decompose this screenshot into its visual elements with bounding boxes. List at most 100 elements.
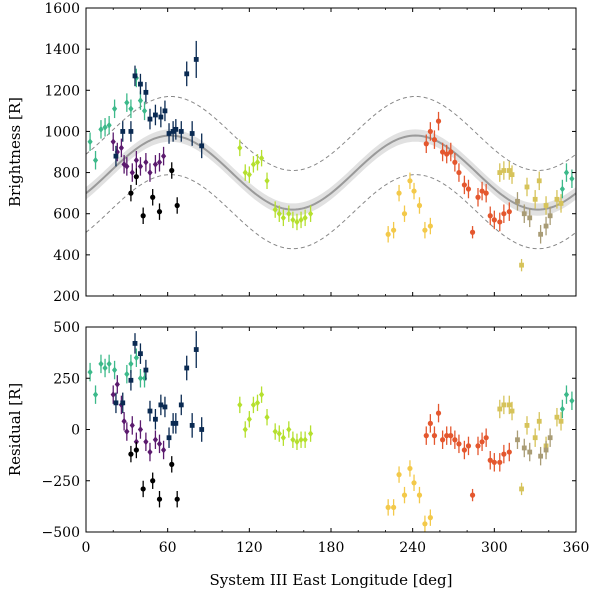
data-point <box>563 169 570 176</box>
data-point <box>497 459 503 465</box>
data-point <box>427 420 433 426</box>
data-point <box>170 129 176 134</box>
data-point <box>444 151 450 157</box>
data-point <box>444 433 450 439</box>
data-point <box>272 428 278 435</box>
data-points <box>87 331 575 532</box>
data-point <box>479 188 485 194</box>
data-point <box>475 194 481 200</box>
data-point <box>497 406 503 412</box>
data-point <box>465 186 472 192</box>
data-point <box>129 422 135 429</box>
data-point <box>448 433 454 439</box>
data-point <box>113 400 119 406</box>
data-point <box>483 435 489 441</box>
data-point <box>519 262 524 268</box>
data-point <box>411 188 417 194</box>
data-point <box>152 160 159 168</box>
data-point <box>166 435 172 441</box>
data-point <box>92 156 99 164</box>
data-point <box>452 437 458 443</box>
data-point <box>178 129 184 134</box>
data-point <box>547 435 553 441</box>
data-point <box>524 184 530 190</box>
data-point <box>569 175 575 183</box>
data-point <box>254 158 261 166</box>
data-point <box>448 149 454 155</box>
data-point <box>162 108 168 114</box>
data-point <box>407 178 413 184</box>
data-point <box>110 138 116 146</box>
data-point <box>113 153 119 159</box>
data-point <box>554 414 560 420</box>
data-point <box>264 413 270 421</box>
data-point <box>487 213 493 219</box>
data-point <box>170 420 176 426</box>
data-point <box>435 410 442 416</box>
y-axis-label: Residual [R] <box>6 383 24 476</box>
data-point <box>258 154 265 162</box>
data-point <box>554 196 560 202</box>
data-point <box>120 400 126 406</box>
data-point <box>184 71 190 77</box>
data-point <box>286 426 292 433</box>
data-point <box>506 402 512 408</box>
data-point <box>98 360 104 368</box>
data-point <box>491 217 497 223</box>
data-point <box>133 447 139 453</box>
y-tick-label: 600 <box>53 207 80 223</box>
data-point <box>298 216 304 224</box>
data-point <box>280 434 286 442</box>
data-point <box>501 402 507 408</box>
data-point <box>189 131 195 136</box>
data-point <box>391 504 397 510</box>
data-point <box>141 107 148 115</box>
data-point <box>427 223 433 229</box>
data-point <box>290 436 296 444</box>
data-point <box>276 210 282 218</box>
y-tick-label: −500 <box>42 525 80 541</box>
x-tick-label: 360 <box>563 540 590 556</box>
x-tick-label: 0 <box>82 540 91 556</box>
model-upper-envelope <box>86 95 576 172</box>
data-point <box>435 118 442 124</box>
data-point <box>465 443 472 449</box>
data-point <box>250 401 257 409</box>
data-point <box>515 198 520 204</box>
data-point <box>160 446 167 454</box>
data-point <box>137 97 144 104</box>
data-point <box>141 374 148 382</box>
data-point <box>128 129 134 134</box>
data-point <box>423 141 429 147</box>
data-point <box>140 486 146 492</box>
data-point <box>497 170 503 175</box>
data-point <box>162 404 168 410</box>
data-point <box>143 89 149 95</box>
data-point <box>150 478 156 484</box>
data-point <box>92 391 99 399</box>
data-point <box>143 158 149 166</box>
x-tick-label: 120 <box>236 540 263 556</box>
data-point <box>137 163 144 170</box>
data-point <box>132 341 138 346</box>
data-point <box>138 81 143 87</box>
y-tick-label: 1200 <box>44 83 80 99</box>
data-point <box>456 441 462 447</box>
data-point <box>124 370 130 378</box>
data-point <box>501 168 507 173</box>
y-axis-label: Brightness [R] <box>6 97 24 207</box>
data-point <box>133 156 139 164</box>
data-point <box>121 160 127 168</box>
data-point <box>156 158 163 166</box>
data-point <box>559 185 565 193</box>
data-point <box>166 131 172 136</box>
y-tick-label: 0 <box>71 423 80 439</box>
data-point <box>137 374 144 382</box>
data-point <box>153 416 158 422</box>
data-point <box>396 190 402 196</box>
y-tick-label: 500 <box>53 320 80 336</box>
data-point <box>128 190 134 196</box>
data-point <box>111 366 118 374</box>
data-point <box>391 227 397 233</box>
